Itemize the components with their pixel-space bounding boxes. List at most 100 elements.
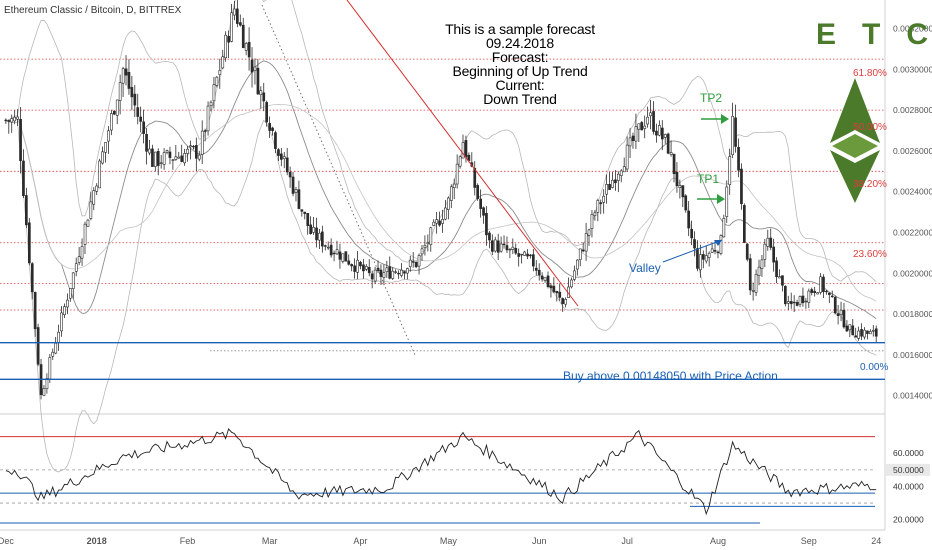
candle-body: [36, 327, 40, 365]
candle-body: [534, 267, 538, 271]
candle-body: [546, 275, 550, 287]
time-tick-label: Jun: [532, 536, 547, 546]
candle-body: [353, 265, 357, 272]
candle-body: [608, 184, 611, 190]
time-tick-label: Mar: [262, 536, 278, 546]
candle-body: [441, 219, 444, 224]
candle-body: [309, 224, 313, 234]
candle-body: [186, 148, 189, 154]
candle-body: [133, 93, 137, 106]
candle-body: [329, 244, 333, 256]
candle-body: [614, 179, 617, 184]
candle-body: [590, 214, 594, 229]
rsi-tick-label: 20.0000: [893, 515, 924, 525]
candle-body: [197, 154, 201, 160]
candle-body: [801, 295, 805, 303]
candle-body: [848, 324, 852, 331]
candle-body: [265, 102, 269, 123]
candle-body: [792, 301, 796, 304]
candle-body: [464, 140, 468, 158]
candle-body: [543, 277, 547, 281]
candle-body: [376, 267, 380, 272]
candle-body: [555, 290, 559, 294]
candle-body: [452, 183, 456, 189]
etc-logo-text: ETC: [816, 18, 928, 51]
etc-logo-middle: [832, 134, 878, 158]
candle-body: [350, 264, 354, 267]
candle-body: [423, 245, 427, 249]
candle-body: [769, 237, 773, 248]
candle-body: [687, 210, 690, 229]
candle-body: [145, 134, 148, 152]
candle-body: [587, 229, 591, 236]
candle-body: [789, 301, 793, 305]
candle-body: [4, 119, 8, 122]
candle-body: [757, 266, 761, 276]
candle-body: [364, 266, 368, 270]
time-tick-label: May: [440, 536, 458, 546]
candle-body: [593, 212, 597, 217]
forecast-line: Down Trend: [483, 91, 557, 107]
candle-body: [294, 189, 298, 193]
candle-body: [180, 155, 184, 162]
candle-body: [382, 272, 386, 278]
candle-body: [643, 125, 647, 129]
candle-body: [830, 295, 834, 298]
candle-body: [868, 331, 872, 335]
candle-body: [745, 243, 749, 260]
candle-body: [751, 289, 755, 292]
candle-body: [206, 105, 210, 132]
candle-body: [326, 246, 330, 249]
candle-body: [728, 156, 732, 186]
candle-body: [30, 263, 34, 293]
candle-body: [127, 72, 131, 89]
candle-body: [411, 261, 415, 263]
candle-body: [672, 153, 676, 175]
candle-body: [332, 252, 336, 255]
price-tick-label: 0.00320000: [893, 24, 932, 34]
candle-body: [508, 248, 512, 251]
candle-body: [438, 220, 441, 226]
candle-body: [505, 245, 509, 251]
candle-body: [394, 271, 398, 273]
tp2-arrowhead: [721, 114, 729, 124]
candle-body: [871, 330, 875, 332]
forecast-line: 09.24.2018: [485, 35, 555, 51]
rsi-tick-label: 40.0000: [893, 482, 924, 492]
candle-body: [596, 200, 600, 213]
candle-body: [734, 117, 737, 147]
tp2-label: TP2: [700, 91, 723, 105]
candle-body: [783, 285, 787, 305]
rsi-line: [5, 427, 877, 516]
candle-body: [490, 240, 494, 252]
candle-body: [239, 22, 242, 26]
candle-body: [154, 151, 157, 167]
time-tick-label: Feb: [180, 536, 196, 546]
candle-body: [675, 171, 679, 186]
candle-body: [24, 195, 28, 226]
candle-body: [616, 173, 620, 181]
candle-body: [693, 239, 696, 249]
candle-body: [772, 246, 775, 263]
candle-body: [69, 288, 72, 299]
candle-body: [458, 156, 462, 167]
candle-body: [335, 249, 339, 255]
candle-body: [80, 246, 84, 259]
candle-body: [414, 261, 418, 268]
candle-body: [640, 122, 644, 131]
candle-body: [766, 237, 770, 247]
candle-body: [247, 41, 251, 58]
candle-body: [742, 205, 746, 243]
candle-body: [136, 107, 140, 117]
candle-body: [722, 218, 726, 238]
candle-body: [432, 221, 436, 226]
candle-body: [763, 243, 767, 260]
candle-body: [842, 309, 846, 328]
candle-body: [417, 255, 421, 267]
candle-body: [719, 235, 723, 254]
candle-body: [496, 240, 500, 253]
candle-body: [277, 149, 280, 156]
